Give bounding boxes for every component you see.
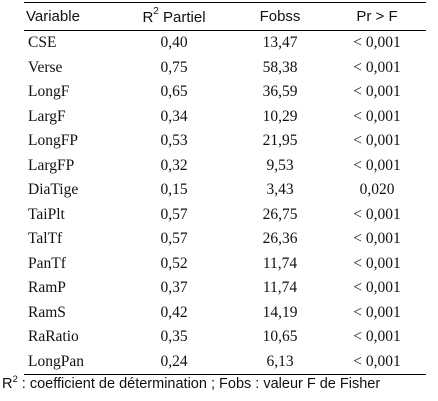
- table-row: TalTf 0,57 26,36 < 0,001: [24, 227, 426, 252]
- cell-pr: < 0,001: [353, 34, 401, 52]
- cell-pr: < 0,001: [353, 58, 401, 76]
- cell-pr: < 0,001: [353, 328, 401, 346]
- table-row: RamP 0,37 11,74 < 0,001: [24, 276, 426, 301]
- cell-fobs: 10,29: [262, 107, 298, 125]
- cell-fobs: 58,38: [262, 58, 298, 76]
- cell-variable: LongFP: [28, 132, 78, 150]
- anova-table: Variable R2 Partiel Fobss Pr > F CSE 0,40…: [24, 2, 426, 375]
- cell-pr: < 0,001: [353, 132, 401, 150]
- cell-fobs: 21,95: [262, 132, 298, 150]
- cell-r2-partiel: 0,42: [160, 303, 188, 321]
- table-row: Verse 0,75 58,38 < 0,001: [24, 56, 426, 81]
- cell-variable: Verse: [28, 58, 63, 76]
- cell-variable: PanTf: [28, 254, 66, 272]
- header-fobs: Fobss: [232, 2, 328, 31]
- table-header: Variable R2 Partiel Fobss Pr > F: [24, 2, 426, 31]
- header-r2-label: Partiel: [158, 8, 206, 26]
- table-row: DiaTige 0,15 3,43 0,020: [24, 178, 426, 203]
- table-row: CSE 0,40 13,47 < 0,001: [24, 31, 426, 56]
- table-row: PanTf 0,52 11,74 < 0,001: [24, 252, 426, 277]
- cell-fobs: 26,36: [262, 230, 298, 248]
- cell-variable: LargFP: [28, 156, 75, 174]
- cell-variable: LargF: [28, 107, 66, 125]
- cell-variable: RamP: [28, 279, 66, 297]
- cell-fobs: 14,19: [262, 303, 298, 321]
- footnote-text: : coefficient de détermination ; Fobs : …: [17, 375, 381, 392]
- cell-pr: < 0,001: [353, 205, 401, 223]
- table-row: LargFP 0,32 9,53 < 0,001: [24, 154, 426, 179]
- cell-variable: LongPan: [24, 349, 116, 375]
- cell-r2-partiel: 0,57: [160, 205, 188, 223]
- table-row: LongF 0,65 36,59 < 0,001: [24, 80, 426, 105]
- table-row: RaRatio 0,35 10,65 < 0,001: [24, 325, 426, 350]
- cell-pr: < 0,001: [353, 254, 401, 272]
- header-r2-letter: R: [142, 8, 154, 26]
- cell-fobs: 36,59: [262, 83, 298, 101]
- cell-variable: DiaTige: [28, 181, 79, 199]
- cell-pr: 0,020: [359, 181, 395, 199]
- cell-fobs: 11,74: [262, 279, 298, 297]
- cell-pr: < 0,001: [353, 156, 401, 174]
- table-row: LargF 0,34 10,29 < 0,001: [24, 105, 426, 130]
- cell-variable: CSE: [28, 34, 57, 52]
- cell-fobs: 3,43: [266, 181, 294, 199]
- table-body: CSE 0,40 13,47 < 0,001 Verse 0,75 58,38 < 0,001…: [24, 31, 426, 375]
- cell-variable: LongF: [28, 83, 70, 101]
- header-row: Variable R2 Partiel Fobss Pr > F: [24, 2, 426, 31]
- cell-r2-partiel: 0,40: [160, 34, 188, 52]
- cell-fobs: 11,74: [262, 254, 298, 272]
- cell-r2-partiel: 0,34: [160, 107, 188, 125]
- table-row: RamS 0,42 14,19 < 0,001: [24, 301, 426, 326]
- cell-variable: RamS: [28, 303, 66, 321]
- cell-r2-partiel: 0,52: [160, 254, 188, 272]
- cell-pr: < 0,001: [328, 349, 426, 375]
- cell-pr: < 0,001: [353, 303, 401, 321]
- cell-r2-partiel: 0,32: [160, 156, 188, 174]
- footnote-superscript: 2: [12, 374, 18, 385]
- cell-pr: < 0,001: [353, 279, 401, 297]
- table-row: LongPan 0,24 6,13 < 0,001: [24, 349, 426, 375]
- cell-fobs: 9,53: [266, 156, 294, 174]
- cell-r2-partiel: 0,53: [160, 132, 188, 150]
- cell-fobs: 6,13: [232, 349, 328, 375]
- header-variable: Variable: [24, 2, 116, 31]
- cell-r2-partiel: 0,35: [160, 328, 188, 346]
- cell-r2-partiel: 0,15: [160, 181, 188, 199]
- cell-fobs: 13,47: [262, 34, 298, 52]
- cell-r2-partiel: 0,37: [160, 279, 188, 297]
- cell-variable: TaiPlt: [28, 205, 65, 223]
- cell-variable: TalTf: [28, 230, 63, 248]
- cell-pr: < 0,001: [353, 230, 401, 248]
- table-row: LongFP 0,53 21,95 < 0,001: [24, 129, 426, 154]
- footnote-r-letter: R: [2, 375, 13, 392]
- cell-fobs: 10,65: [262, 328, 298, 346]
- anova-table-container: Variable R2 Partiel Fobss Pr > F CSE 0,40…: [24, 2, 426, 375]
- table-footnote: R2 : coefficient de détermination ; Fobs…: [2, 374, 380, 392]
- cell-pr: < 0,001: [353, 107, 401, 125]
- cell-r2-partiel: 0,57: [160, 230, 188, 248]
- cell-fobs: 26,75: [262, 205, 298, 223]
- cell-r2-partiel: 0,65: [160, 83, 188, 101]
- cell-pr: < 0,001: [353, 83, 401, 101]
- header-r2-partiel: R2 Partiel: [116, 2, 232, 31]
- table-row: TaiPlt 0,57 26,75 < 0,001: [24, 203, 426, 228]
- cell-r2-partiel: 0,75: [160, 58, 188, 76]
- cell-variable: RaRatio: [28, 328, 79, 346]
- header-r2-superscript: 2: [153, 5, 159, 17]
- cell-r2-partiel: 0,24: [116, 349, 232, 375]
- header-pr: Pr > F: [328, 2, 426, 31]
